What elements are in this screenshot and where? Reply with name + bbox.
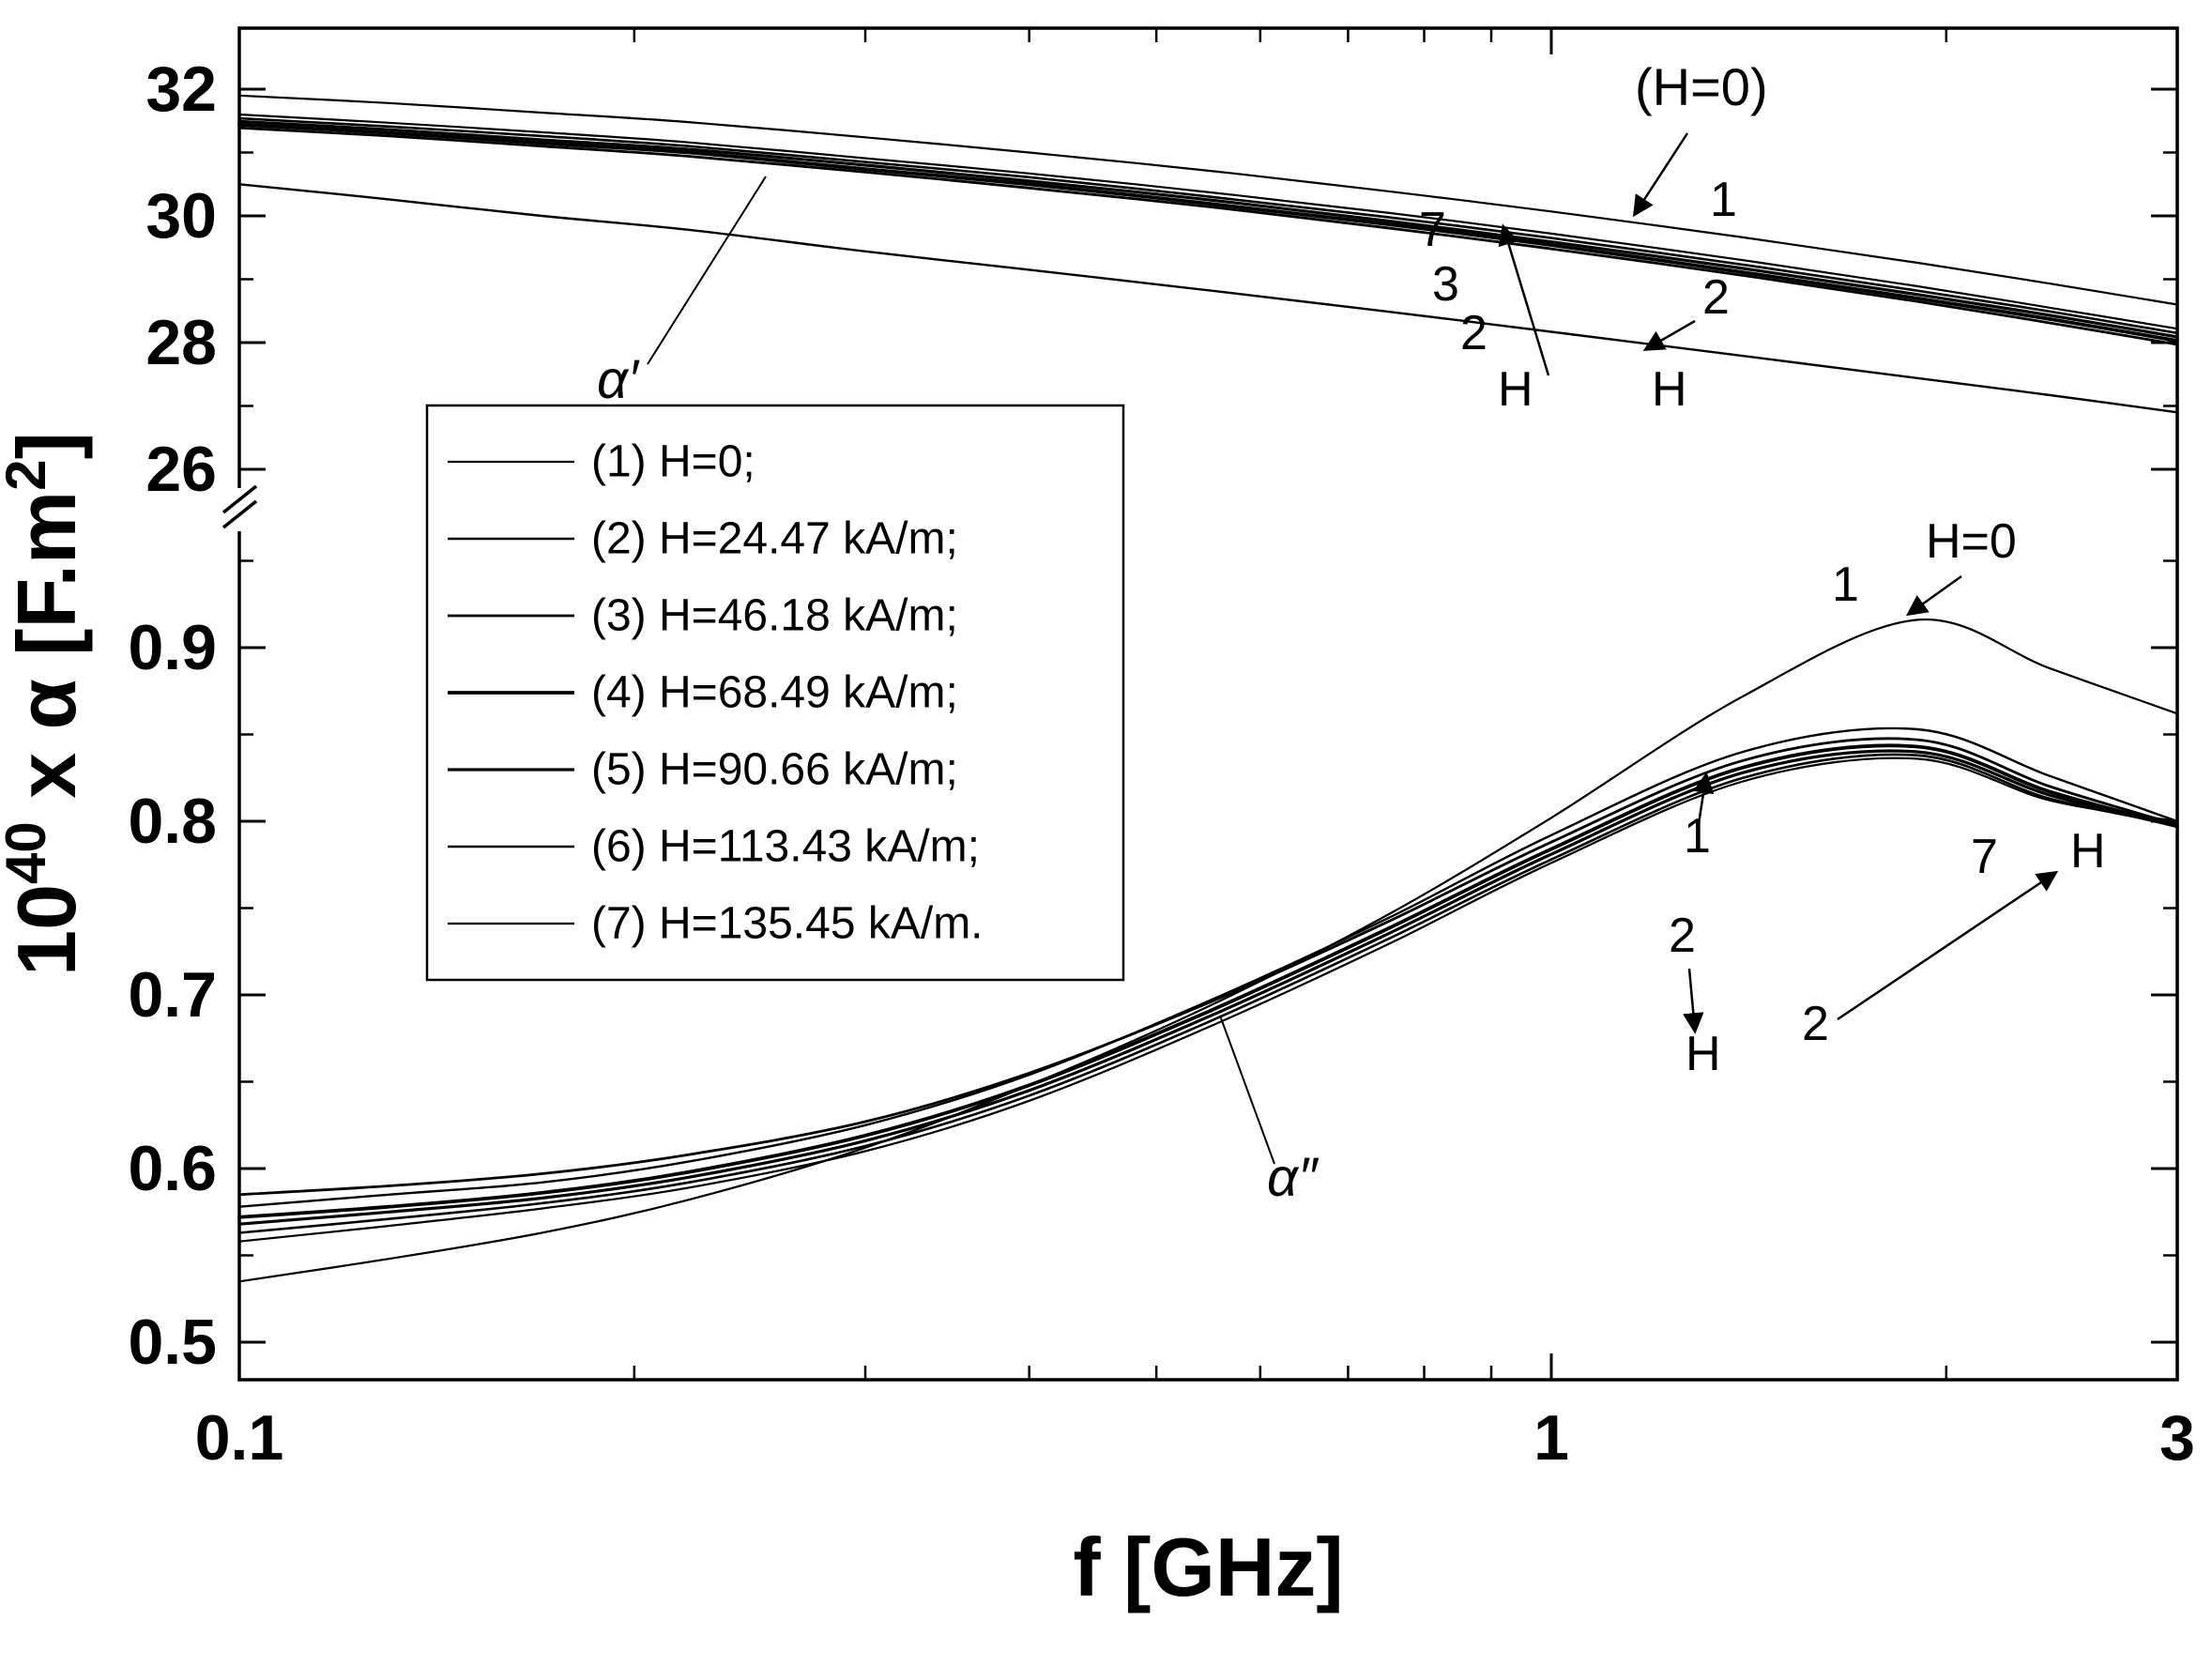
legend-entry-3: (3) H=46.18 kA/m; xyxy=(591,591,958,641)
annotation-text-13: H xyxy=(1686,1027,1721,1081)
y-lower-tick-label: 0.6 xyxy=(128,1133,217,1204)
x-tick-label: 3 xyxy=(2159,1402,2195,1474)
legend-entry-5: (5) H=90.66 kA/m; xyxy=(591,745,958,795)
axis-break-slash xyxy=(221,499,258,529)
y-lower-tick-label: 0.7 xyxy=(128,959,217,1031)
annotation-arrow-6 xyxy=(1642,319,1696,351)
curve-alpha-prime-5 xyxy=(237,119,2179,339)
annotation-text-17: α″ xyxy=(1267,1147,1320,1208)
curve-alpha-prime-3 xyxy=(237,126,2179,346)
legend-entry-4: (4) H=68.49 kA/m; xyxy=(591,668,958,718)
legend-entry-1: (1) H=0; xyxy=(591,437,755,487)
y-upper-tick-label: 26 xyxy=(145,434,217,505)
annotation-text-11: 1 xyxy=(1684,809,1711,864)
curve-alpha-second-6 xyxy=(237,753,2179,1234)
y-lower-tick-label: 0.9 xyxy=(128,612,217,683)
annotation-text-16: 2 xyxy=(1802,997,1829,1051)
annotation-text-0: (H=0) xyxy=(1635,57,1768,116)
annotation-text-14: 7 xyxy=(1971,830,1998,884)
legend-entry-7: (7) H=135.45 kA/m. xyxy=(591,899,984,949)
y-upper-tick-label: 30 xyxy=(145,180,217,252)
curve-alpha-prime-2 xyxy=(237,183,2179,414)
y-upper-tick-label: 28 xyxy=(145,307,217,378)
curve-alpha-second-2 xyxy=(237,726,2179,1208)
annotation-text-7: H xyxy=(1652,362,1687,417)
axis-break-slash xyxy=(221,484,258,514)
annotation-pointer-8 xyxy=(647,176,767,365)
y-upper-tick-label: 32 xyxy=(145,53,217,125)
annotation-pointer-17 xyxy=(1219,1015,1275,1165)
annotation-text-15: H xyxy=(2070,824,2106,879)
annotation-arrow-5 xyxy=(1498,223,1550,376)
annotation-text-1: 1 xyxy=(1710,173,1737,227)
curve-alpha-second-7 xyxy=(237,757,2179,1243)
curve-alpha-prime-1 xyxy=(237,94,2179,306)
annotation-text-10: 1 xyxy=(1832,558,1859,612)
annotation-text-2: 7 xyxy=(1419,203,1446,257)
x-axis-label: f [GHz] xyxy=(1073,1521,1343,1613)
annotation-text-9: H=0 xyxy=(1926,514,2017,569)
curve-alpha-prime-6 xyxy=(237,116,2179,335)
annotation-text-3: 3 xyxy=(1432,257,1459,312)
annotation-text-8: α′ xyxy=(597,349,640,410)
annotation-arrow-15 xyxy=(1837,870,2059,1021)
y-lower-tick-label: 0.5 xyxy=(128,1307,217,1378)
axis-frame xyxy=(237,26,2179,1382)
legend-entry-2: (2) H=24.47 kA/m; xyxy=(591,514,958,564)
annotation-arrow-11 xyxy=(1693,772,1715,825)
curve-alpha-prime-7 xyxy=(237,113,2179,330)
annotation-text-5: H xyxy=(1498,362,1533,417)
curve-alpha-second-4 xyxy=(237,743,2179,1219)
annotation-text-12: 2 xyxy=(1669,909,1696,963)
curve-alpha-second-1 xyxy=(237,618,2179,1283)
annotation-arrow-9 xyxy=(1905,574,1962,617)
curve-alpha-second-3 xyxy=(237,737,2179,1197)
curve-alpha-prime-4 xyxy=(237,122,2179,343)
y-axis-label: 1040 x α [F.m2] xyxy=(0,432,93,976)
curve-alpha-second-5 xyxy=(237,749,2179,1226)
annotation-arrow-13 xyxy=(1683,968,1704,1034)
x-tick-label: 1 xyxy=(1533,1402,1569,1474)
legend-entry-6: (6) H=113.43 kA/m; xyxy=(591,822,980,872)
annotation-text-6: 2 xyxy=(1702,270,1730,325)
annotation-arrow-0 xyxy=(1632,132,1689,218)
annotation-text-4: 2 xyxy=(1460,306,1487,360)
x-tick-label: 0.1 xyxy=(195,1402,284,1474)
y-lower-tick-label: 0.8 xyxy=(128,786,217,857)
